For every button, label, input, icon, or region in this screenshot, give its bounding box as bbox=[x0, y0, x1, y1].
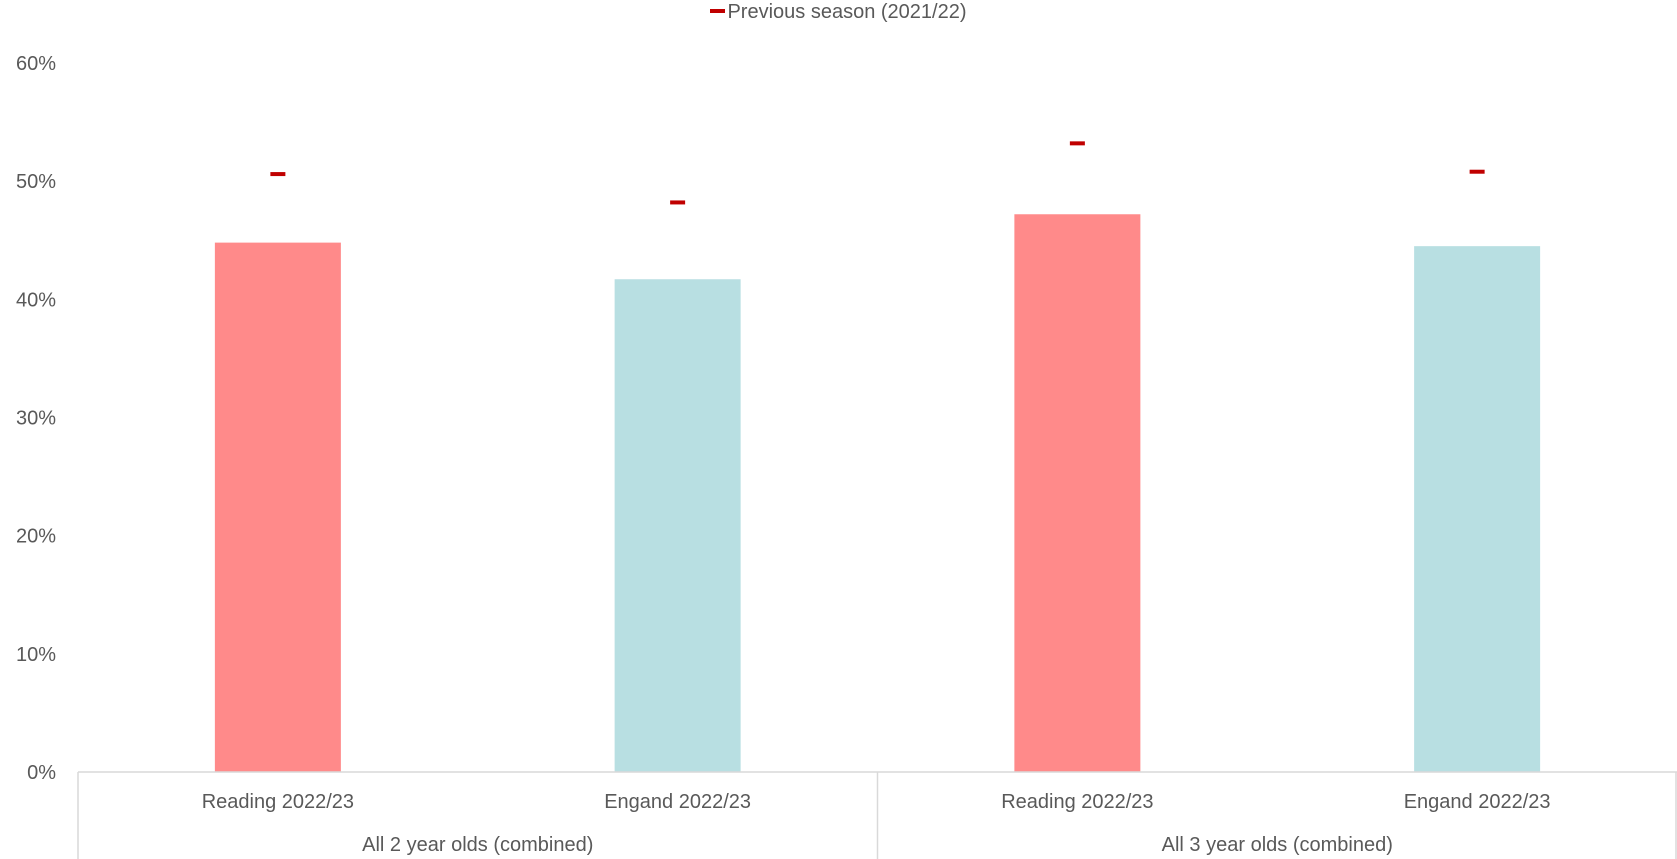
bar bbox=[214, 242, 341, 772]
x-category-label: Reading 2022/23 bbox=[1001, 791, 1153, 813]
chart-legend: Previous season (2021/22) bbox=[0, 0, 1677, 26]
legend-label-previous-season: Previous season (2021/22) bbox=[727, 1, 967, 23]
x-category-label: Engand 2022/23 bbox=[1404, 791, 1551, 813]
previous-season-marker bbox=[670, 200, 686, 205]
y-tick-label: 50% bbox=[16, 171, 56, 193]
previous-season-marker bbox=[1469, 169, 1485, 174]
y-tick-label: 60% bbox=[16, 53, 56, 75]
previous-season-marker bbox=[1069, 141, 1085, 146]
y-tick-label: 10% bbox=[16, 644, 56, 666]
y-tick-label: 0% bbox=[27, 762, 56, 784]
bar bbox=[1014, 214, 1141, 773]
y-tick-label: 30% bbox=[16, 408, 56, 430]
x-category-label: Engand 2022/23 bbox=[604, 791, 751, 813]
previous-season-marker bbox=[270, 172, 286, 177]
y-tick-label: 20% bbox=[16, 526, 56, 548]
x-group-label: All 3 year olds (combined) bbox=[1162, 834, 1393, 856]
x-category-label: Reading 2022/23 bbox=[202, 791, 354, 813]
bar bbox=[1414, 246, 1541, 773]
x-group-label: All 2 year olds (combined) bbox=[362, 834, 593, 856]
legend-dash-icon bbox=[710, 8, 726, 13]
y-tick-label: 40% bbox=[16, 289, 56, 311]
bar bbox=[614, 279, 741, 772]
